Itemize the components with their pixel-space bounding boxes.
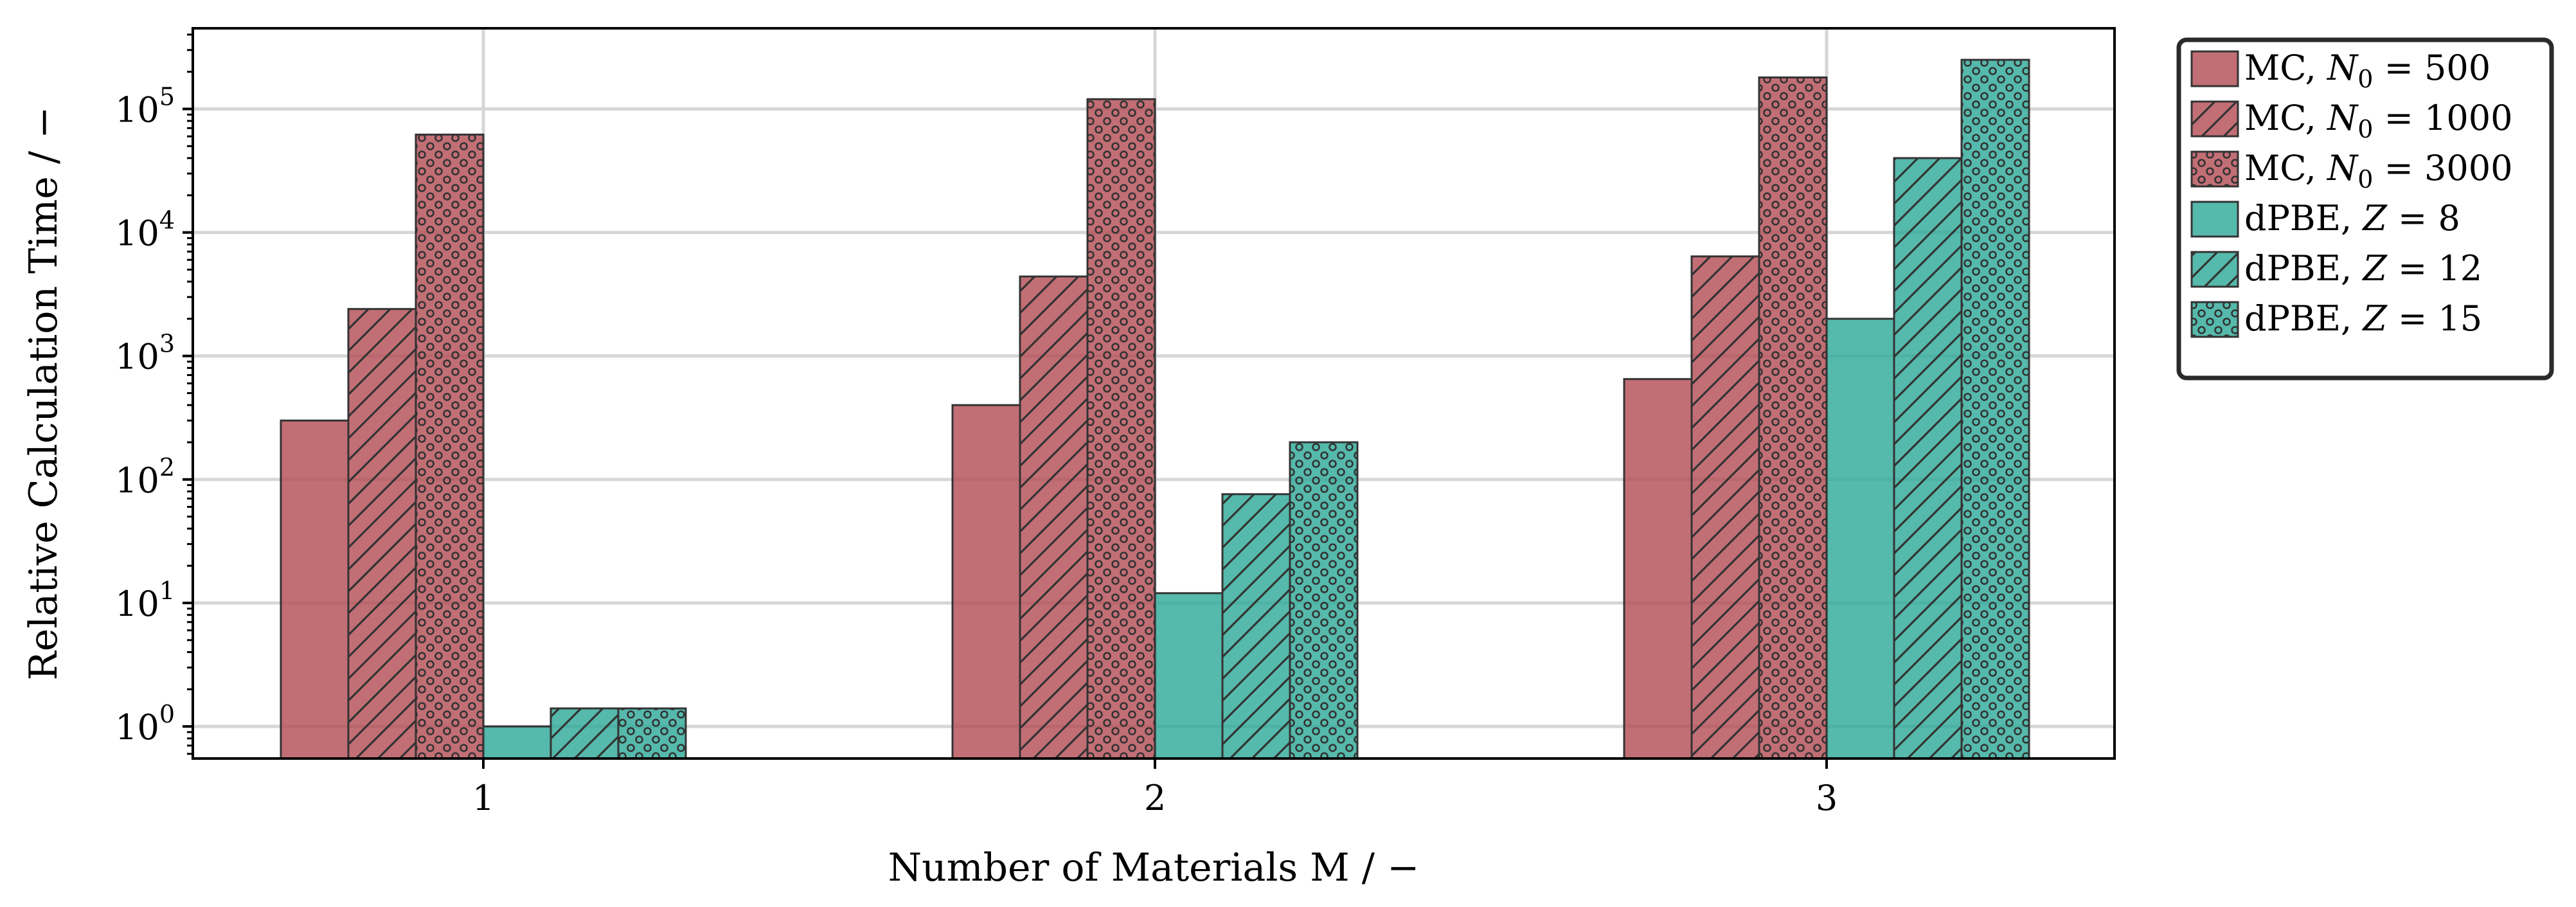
bar-hatch (1962, 60, 2029, 759)
bar-hatch (1222, 494, 1290, 759)
bar-fill (483, 726, 551, 759)
bar-fill (953, 405, 1020, 759)
y-tick-label: 103 (115, 330, 175, 377)
bar (1623, 378, 1693, 759)
legend-item: dPBE, Z = 8 (2190, 198, 2460, 238)
legend-swatch-hatch (2192, 152, 2238, 186)
legend-swatch-hatch (2192, 302, 2238, 337)
y-tick-label: 102 (115, 453, 175, 501)
y-tick-label: 105 (115, 82, 175, 130)
bar (951, 404, 1021, 759)
legend-swatch-outline (2190, 251, 2239, 288)
legend-label: MC, N0 = 3000 (2244, 148, 2512, 193)
bar (482, 725, 552, 759)
bars (280, 58, 2030, 759)
y-tick-base: 10 (115, 584, 159, 624)
legend-label: dPBE, Z = 15 (2244, 298, 2482, 339)
legend-box (2176, 37, 2554, 381)
bar (1758, 76, 1828, 759)
legend-swatch-outline (2190, 150, 2239, 188)
bar (280, 419, 350, 759)
y-tick-label: 101 (115, 577, 175, 624)
bar (1086, 98, 1156, 759)
legend-item: MC, N0 = 1000 (2190, 98, 2512, 143)
bar (1154, 592, 1224, 759)
x-tick-label: 2 (1144, 778, 1166, 818)
legend-label: dPBE, Z = 12 (2244, 248, 2482, 289)
legend-swatch-outline (2190, 100, 2239, 138)
bar-outline (415, 133, 485, 759)
bar-fill (1624, 379, 1692, 759)
x-tick-label: 3 (1816, 778, 1838, 818)
y-tick-base: 10 (115, 89, 159, 130)
x-axis-label: Number of Materials M / − (888, 845, 1420, 890)
legend-swatch (2192, 51, 2238, 86)
legend-label: dPBE, Z = 8 (2244, 198, 2460, 238)
bar-hatch (416, 134, 483, 759)
y-tick-label: 100 (115, 700, 175, 748)
bar (1221, 493, 1291, 759)
bar (1893, 157, 1963, 759)
legend-label: MC, N0 = 500 (2244, 48, 2491, 93)
bar (415, 133, 485, 759)
bar-hatch (1759, 77, 1827, 759)
legend-swatch-hatch (2192, 102, 2238, 136)
bar (1019, 275, 1089, 759)
legend-item: MC, N0 = 3000 (2190, 148, 2512, 193)
y-axis-label: Relative Calculation Time / − (21, 107, 66, 681)
bar (1690, 255, 1760, 759)
legend-swatch-outline (2190, 201, 2239, 238)
y-tick-exponent: 3 (159, 330, 175, 358)
y-tick-exponent: 0 (159, 700, 175, 728)
bar-hatch (551, 708, 618, 759)
bar-fill (281, 420, 348, 759)
bar (1960, 58, 2030, 759)
legend: MC, N0 = 500 MC, N0 = 1000 MC, N0 = 3000 dP… (2176, 37, 2554, 381)
y-tick-base: 10 (115, 213, 159, 254)
legend-item: MC, N0 = 500 (2190, 48, 2491, 93)
bar (1825, 318, 1895, 759)
y-tick-label: 104 (115, 206, 175, 254)
bar (347, 308, 417, 759)
y-tick-exponent: 4 (159, 206, 175, 235)
legend-item: dPBE, Z = 12 (2190, 248, 2482, 289)
bar-fill (1827, 318, 1894, 759)
legend-item: dPBE, Z = 15 (2190, 298, 2482, 339)
bar-hatch (1692, 256, 1759, 759)
bar-hatch (618, 708, 686, 759)
legend-swatch (2192, 202, 2238, 237)
y-tick-exponent: 1 (159, 577, 175, 605)
bar-hatch (1020, 276, 1087, 759)
bar-outline (1960, 58, 2030, 759)
legend-label: MC, N0 = 1000 (2244, 98, 2512, 143)
bar (550, 707, 620, 759)
y-tick-exponent: 5 (159, 82, 175, 111)
bar-hatch (1087, 99, 1155, 759)
bar-hatch (1290, 442, 1357, 759)
legend-swatch-outline (2190, 301, 2239, 338)
bar (1289, 441, 1359, 759)
bar (617, 707, 687, 759)
y-tick-base: 10 (115, 460, 159, 501)
x-tick-label: 1 (472, 778, 494, 818)
legend-swatch-hatch (2192, 252, 2238, 287)
bar-hatch (1894, 157, 1962, 759)
y-tick-base: 10 (115, 337, 159, 377)
y-tick-exponent: 2 (159, 453, 175, 481)
y-tick-base: 10 (115, 707, 159, 748)
legend-swatch-outline (2190, 50, 2239, 87)
bar-hatch (348, 309, 416, 759)
bar-fill (1155, 593, 1222, 759)
